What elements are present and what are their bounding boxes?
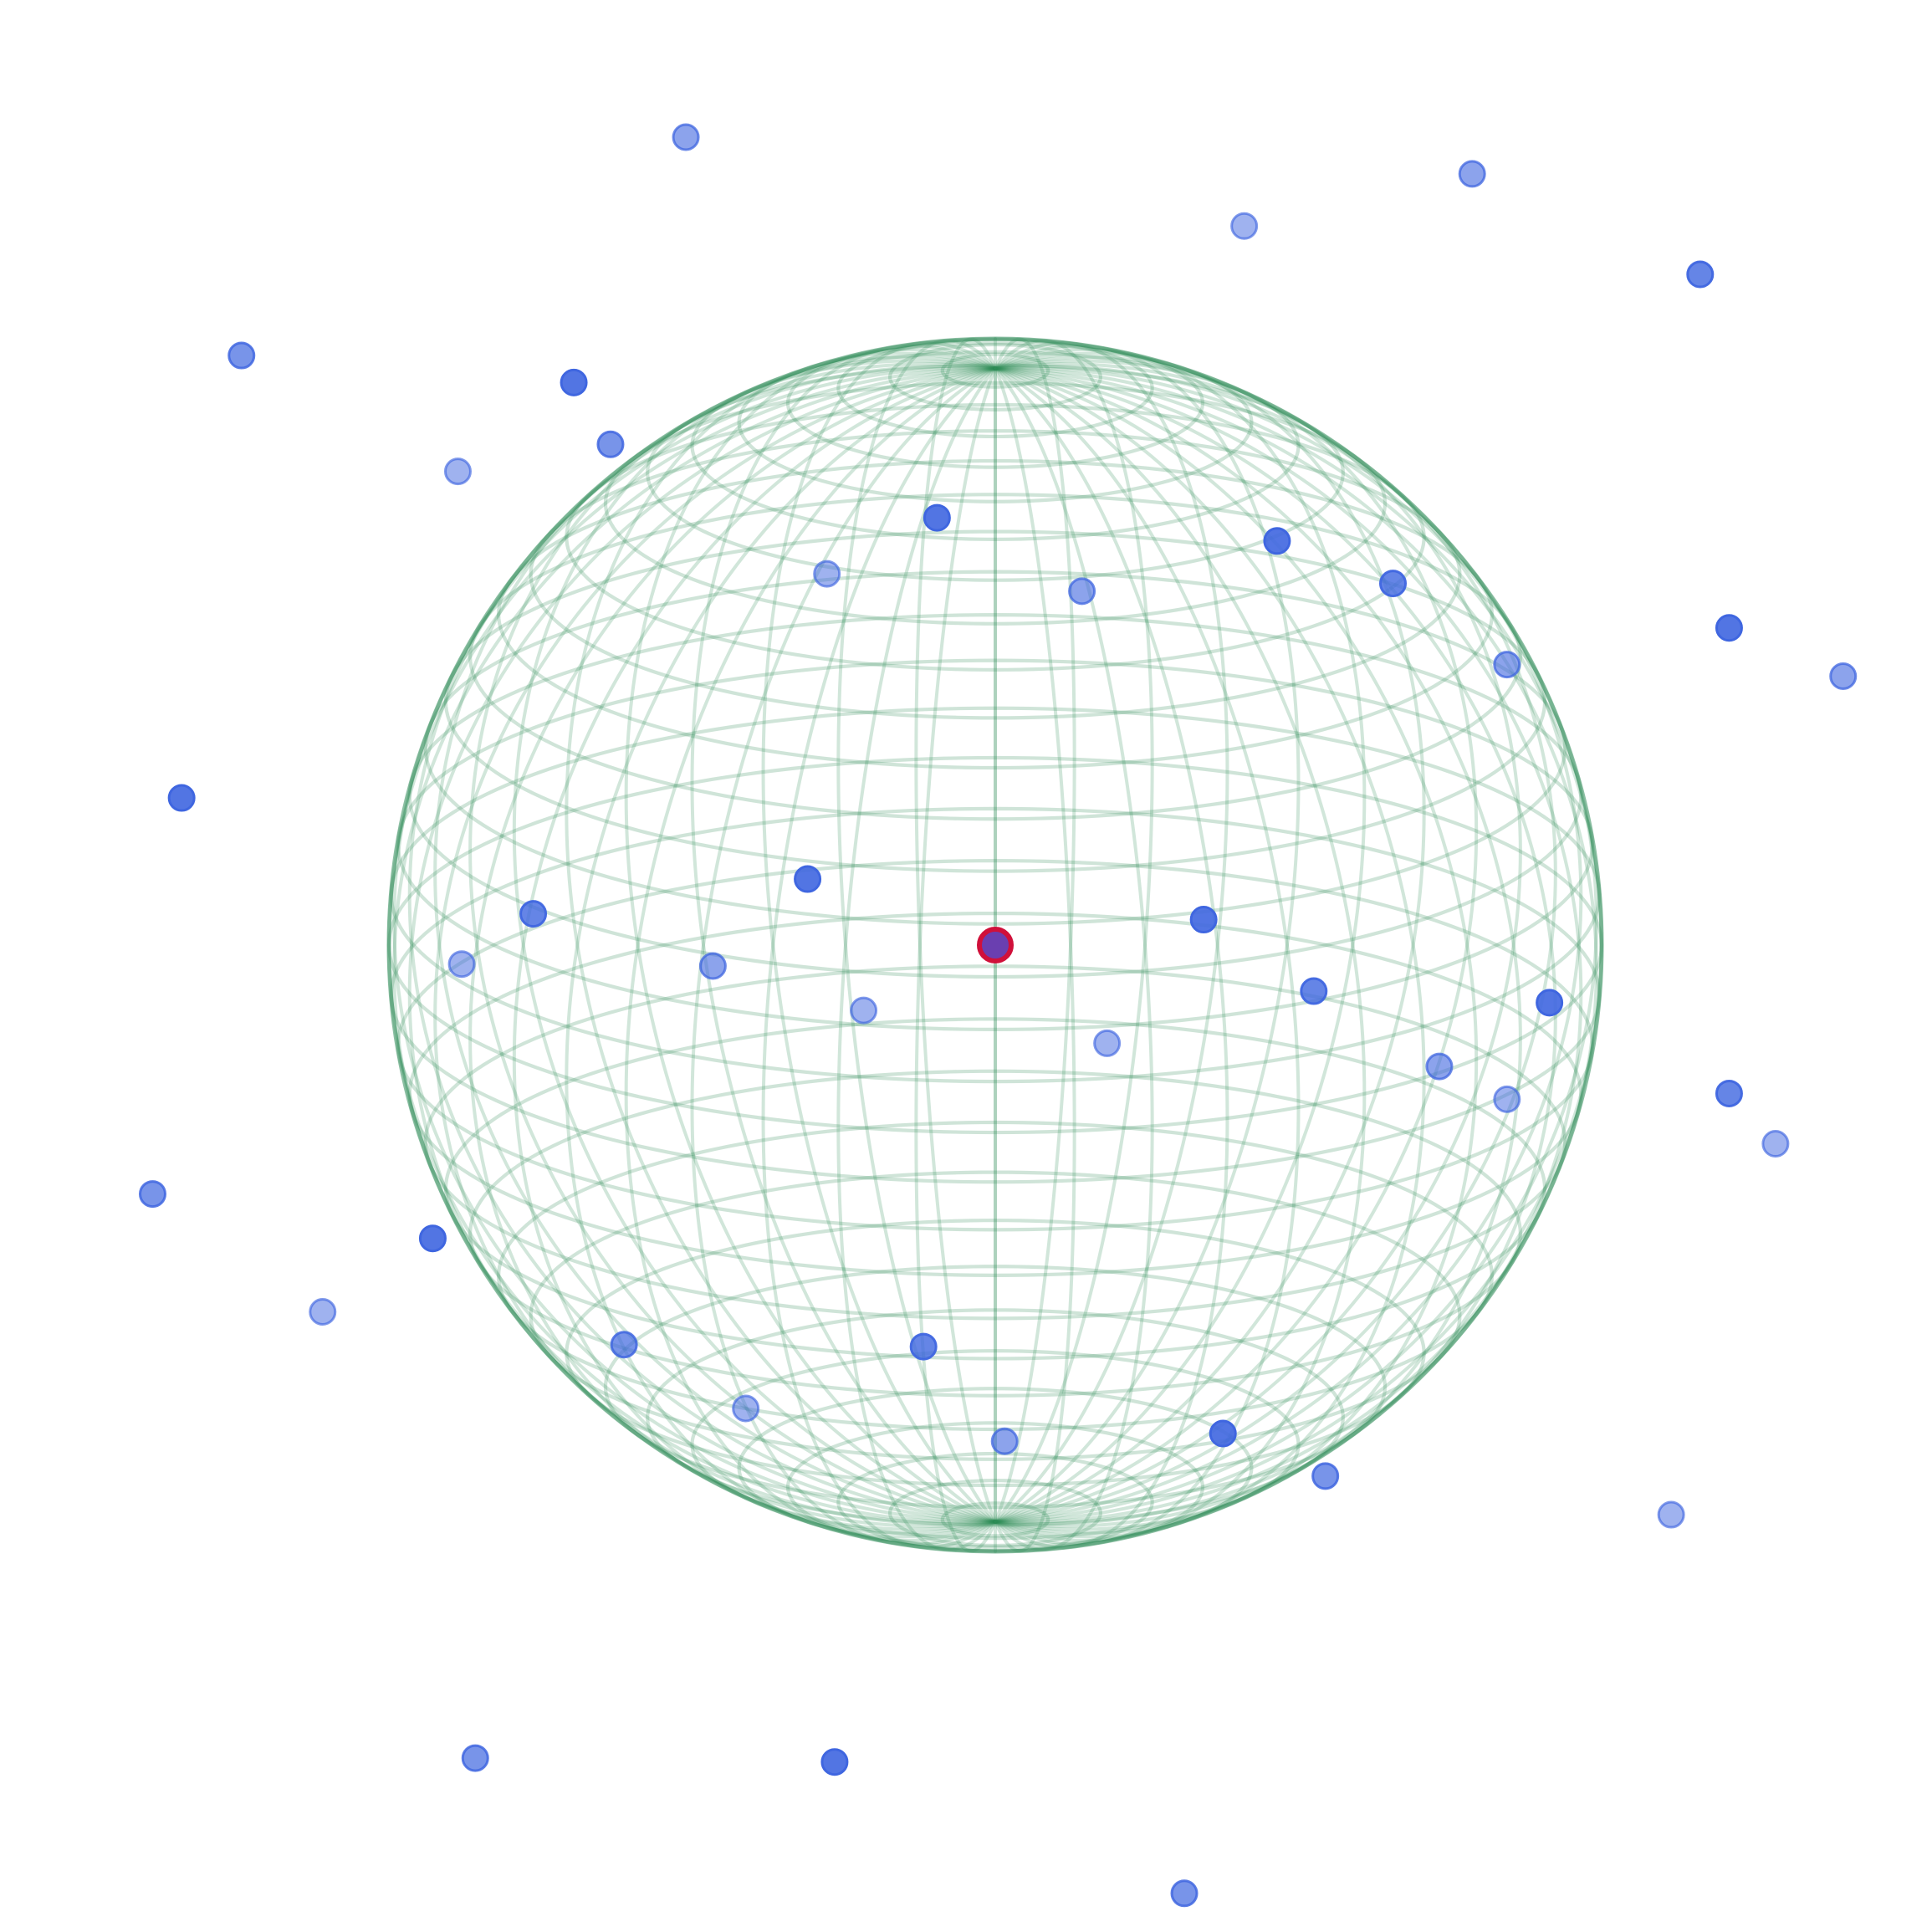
scatter-point [1232, 213, 1257, 238]
scatter-point [420, 1226, 445, 1251]
scatter-point [598, 432, 623, 457]
scatter-point [1313, 1464, 1338, 1489]
scatter-point [1265, 529, 1290, 554]
scatter-point [1427, 1054, 1452, 1079]
scatter-point [911, 1334, 936, 1359]
scatter-point [140, 1182, 165, 1207]
scatter-point [1381, 571, 1406, 596]
scatter-point [1688, 262, 1713, 287]
scatter-point [1659, 1502, 1684, 1527]
scatter-point [822, 1750, 847, 1775]
scatter-point [1210, 1421, 1235, 1446]
scatter-point [992, 1429, 1017, 1454]
scatter-point [1172, 1881, 1197, 1906]
scatter-point [795, 866, 820, 892]
scatter-point [815, 561, 840, 586]
scatter-point [1716, 1081, 1741, 1106]
center-point [979, 929, 1011, 961]
scatter-point [521, 902, 546, 927]
scatter-point [449, 952, 474, 977]
scatter-point [310, 1299, 335, 1324]
scatter-point [1716, 616, 1741, 641]
scatter-point [1095, 1030, 1120, 1055]
scatter-point [611, 1332, 636, 1357]
scatter-point [924, 505, 949, 530]
scatter-point [673, 125, 698, 150]
scatter-point [1495, 1086, 1520, 1112]
scatter-point [851, 998, 877, 1023]
scatter-point [733, 1396, 759, 1421]
scatter-point [1459, 161, 1485, 187]
scatter-point [229, 343, 254, 368]
scatter-point [1495, 652, 1520, 677]
scatter-point [700, 953, 725, 979]
center-point-layer [979, 929, 1011, 961]
scatter-point [1070, 579, 1095, 604]
scatter-point [1763, 1132, 1788, 1157]
scatter-point [1301, 979, 1326, 1004]
scatter-point [169, 785, 194, 810]
scatter-point [1831, 664, 1856, 689]
scatter-point [463, 1745, 488, 1771]
scatter-point [445, 459, 470, 484]
scatter-point [1191, 907, 1216, 933]
scatter-point [561, 370, 586, 395]
scatter-point [1537, 990, 1562, 1015]
